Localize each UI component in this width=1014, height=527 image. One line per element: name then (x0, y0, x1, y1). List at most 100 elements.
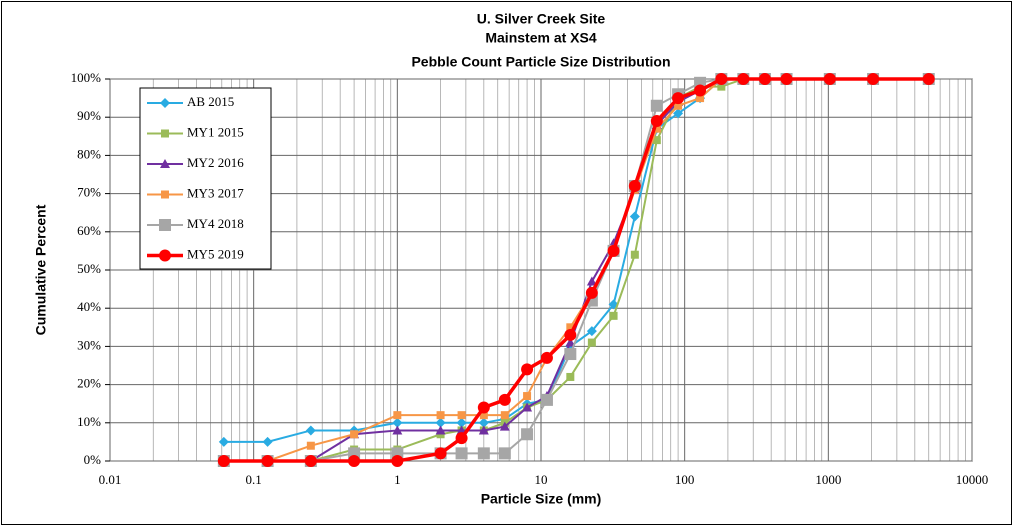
y-tick-label: 60% (77, 223, 101, 238)
x-tick-label: 0.1 (246, 472, 262, 487)
chart-title: Pebble Count Particle Size Distribution (411, 54, 670, 70)
point (500, 411, 509, 420)
point (455, 432, 468, 445)
point (457, 411, 466, 420)
legend-label: MY4 2018 (187, 216, 244, 231)
point (674, 101, 683, 110)
chart-title: U. Silver Creek Site (477, 11, 606, 27)
point (607, 244, 620, 257)
x-tick-label: 0.01 (99, 472, 122, 487)
point (717, 82, 726, 91)
point (566, 323, 575, 332)
x-tick-label: 10 (535, 472, 548, 487)
point (650, 115, 663, 128)
point (521, 363, 534, 376)
legend-label: MY1 2015 (187, 124, 244, 139)
legend-marker (161, 190, 169, 199)
legend: AB 2015 MY1 2015 MY2 2016 MY3 2017 MY4 2018 M… (139, 87, 272, 270)
point (217, 455, 230, 467)
y-tick-label: 50% (77, 261, 101, 276)
point (922, 73, 935, 85)
legend-box (139, 87, 272, 270)
x-axis-label: Particle Size (mm) (481, 491, 602, 507)
y-tick-label: 80% (77, 146, 101, 161)
point (262, 436, 273, 447)
point (629, 211, 640, 222)
point (587, 338, 596, 347)
point (737, 73, 750, 85)
point (436, 411, 445, 420)
point (523, 392, 532, 401)
point (694, 84, 707, 97)
point (586, 276, 597, 286)
point (478, 417, 489, 428)
point (650, 99, 663, 112)
y-tick-label: 100% (71, 70, 102, 85)
point (565, 337, 576, 347)
point (348, 455, 361, 467)
point (564, 328, 577, 341)
y-tick-label: 90% (77, 108, 101, 123)
point (478, 425, 489, 435)
y-tick-label: 40% (77, 299, 101, 314)
point (672, 92, 685, 105)
point (455, 447, 468, 460)
point (586, 326, 597, 337)
point (630, 250, 639, 259)
point (391, 455, 404, 467)
point (435, 425, 446, 435)
point (652, 136, 661, 145)
point (393, 411, 402, 420)
point (715, 73, 728, 85)
y-tick-label: 30% (77, 337, 101, 352)
point (498, 447, 511, 460)
point (652, 124, 661, 133)
point (673, 108, 684, 119)
point (434, 447, 447, 460)
point (456, 417, 467, 428)
point (564, 348, 577, 361)
point (477, 401, 490, 414)
legend-marker (160, 159, 170, 168)
point (498, 393, 511, 406)
chart-title: Mainstem at XS4 (485, 30, 596, 46)
point (758, 73, 771, 85)
legend-marker (160, 98, 170, 108)
point (585, 286, 598, 299)
point (823, 73, 836, 85)
y-tick-label: 20% (77, 376, 101, 391)
point (305, 425, 316, 436)
legend-marker (159, 219, 171, 231)
point (350, 430, 359, 439)
series (217, 73, 935, 467)
point (628, 179, 641, 192)
point (499, 421, 510, 431)
point (477, 447, 490, 460)
legend-label: MY5 2019 (187, 246, 244, 261)
point (540, 393, 553, 406)
point (479, 411, 488, 420)
point (435, 417, 446, 428)
point (566, 372, 575, 381)
y-axis-label: Cumulative Percent (33, 204, 49, 335)
point (304, 455, 317, 467)
x-tick-label: 1000 (815, 472, 841, 487)
legend-marker (161, 129, 169, 138)
legend-label: MY3 2017 (187, 185, 244, 200)
point (540, 351, 553, 364)
point (609, 311, 618, 320)
legend-label: AB 2015 (187, 94, 234, 109)
point (521, 428, 534, 441)
point (780, 73, 793, 85)
legend-marker (159, 249, 171, 262)
point (522, 402, 533, 412)
point (392, 425, 403, 435)
x-tick-label: 1 (394, 472, 401, 487)
legend-label: MY2 2016 (187, 155, 244, 170)
y-tick-label: 70% (77, 185, 101, 200)
point (696, 94, 705, 103)
y-tick-label: 0% (84, 452, 102, 467)
point (306, 441, 315, 450)
x-tick-label: 100 (675, 472, 695, 487)
